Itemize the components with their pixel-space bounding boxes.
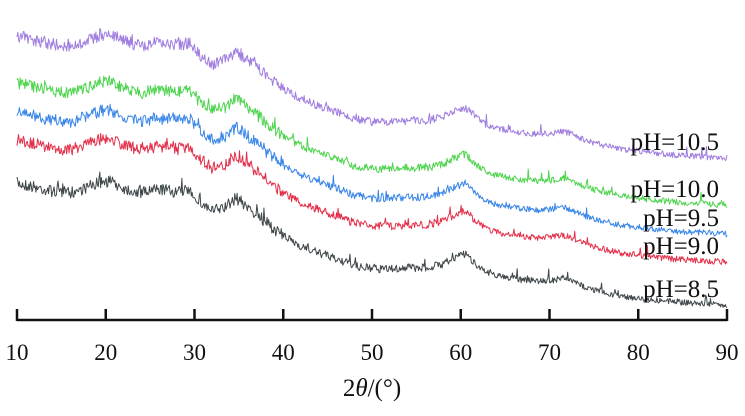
series-line (16, 171, 728, 309)
x-tick-label: 20 (94, 340, 117, 365)
series-line (16, 75, 728, 208)
series-label: pH=8.5 (643, 276, 719, 303)
x-tick-label: 70 (538, 340, 561, 365)
series-label-layer: pH=8.5 pH=9.0pH=9.5pH=10.0 pH=10.5 (631, 129, 719, 303)
series-line (16, 133, 728, 265)
x-tick-label: 80 (627, 340, 650, 365)
x-tick-label: 40 (272, 340, 295, 365)
series-label: pH=9.0 (643, 233, 719, 260)
x-tick-label: 30 (183, 340, 206, 365)
series-line (16, 27, 728, 162)
x-tick-label: 60 (449, 340, 472, 365)
x-tick-label: 50 (361, 340, 384, 365)
series-label: pH=9.5 (643, 205, 719, 232)
x-axis-title: 2θ/(°) (343, 375, 401, 402)
series-label: pH=10.0 (631, 176, 719, 203)
series-label: pH=10.5 (631, 129, 719, 156)
x-tick-layer: 10 20 30 40 50 60 70 80 90 (6, 309, 739, 365)
series-line (16, 103, 728, 238)
x-tick-label: 90 (716, 340, 739, 365)
x-tick-label: 10 (6, 340, 29, 365)
series-layer (16, 27, 728, 309)
